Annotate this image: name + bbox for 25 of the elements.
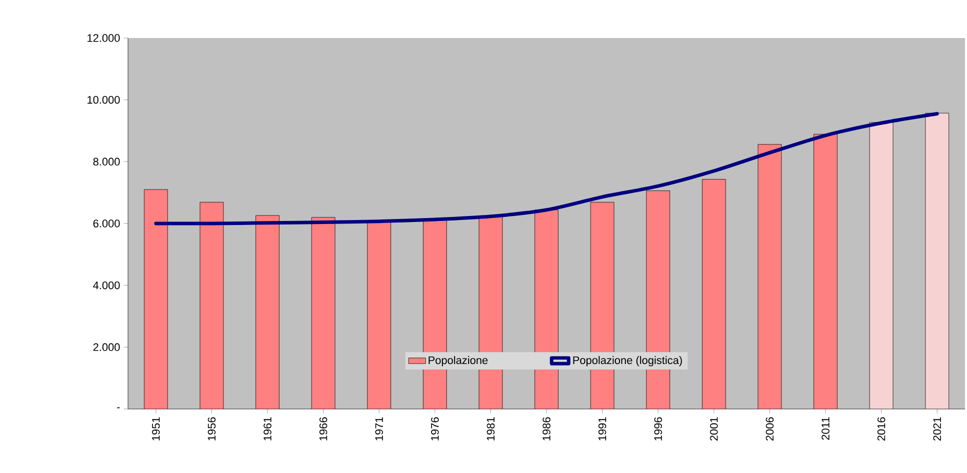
x-tick-label: 1956 bbox=[208, 417, 216, 440]
legend-label: Popolazione bbox=[428, 356, 488, 366]
y-tick-label: 4.000 bbox=[93, 281, 120, 290]
y-tick-label: 6.000 bbox=[93, 220, 120, 228]
y-tick-label: 2.000 bbox=[93, 343, 120, 352]
y-tick-label: 8.000 bbox=[93, 158, 120, 166]
y-tick-label: 12.000 bbox=[88, 34, 120, 42]
x-tick-label: 1976 bbox=[431, 417, 439, 440]
x-tick-label: 1961 bbox=[264, 417, 272, 440]
x-tick-label: 1986 bbox=[542, 417, 550, 440]
y-tick-label: - bbox=[117, 407, 120, 408]
x-tick-label: 2021 bbox=[933, 417, 941, 441]
line-series bbox=[154, 112, 939, 226]
x-tick-label: 1971 bbox=[375, 417, 383, 440]
y-tick-label: 10.000 bbox=[88, 96, 120, 104]
x-tick-label: 1981 bbox=[486, 417, 495, 440]
x-tick-label: 1951 bbox=[152, 417, 160, 440]
x-tick-label: 1996 bbox=[654, 417, 662, 440]
x-tick-label: 2006 bbox=[766, 417, 774, 441]
x-tick-label: 2001 bbox=[710, 417, 718, 441]
x-tick-label: 1966 bbox=[319, 417, 328, 440]
legend-label: Popolazione (logistica) bbox=[573, 356, 682, 366]
x-tick-label: 1991 bbox=[598, 417, 606, 440]
x-tick-label: 2016 bbox=[877, 417, 886, 441]
x-tick-label: 2011 bbox=[822, 417, 830, 440]
